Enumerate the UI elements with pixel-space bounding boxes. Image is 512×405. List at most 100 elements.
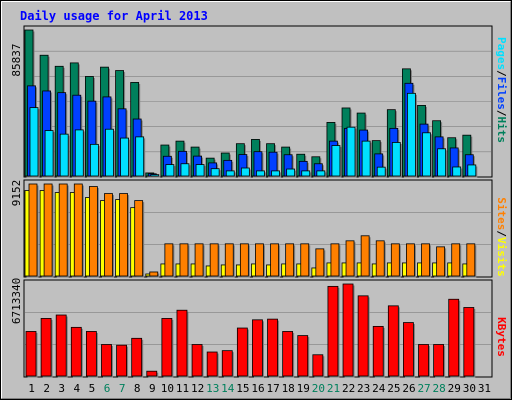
bottom-panel-max-label: 6713340 bbox=[10, 278, 23, 324]
sites-bar bbox=[119, 193, 128, 277]
pages-bar bbox=[331, 145, 341, 177]
kbytes-bar bbox=[312, 354, 324, 377]
sites-bar bbox=[88, 186, 98, 277]
legend-part: / bbox=[495, 230, 508, 237]
top-panel-max-label: 85837 bbox=[10, 43, 23, 76]
kbytes-bar bbox=[116, 344, 127, 377]
sites-bar bbox=[104, 193, 113, 277]
pages-bar bbox=[467, 164, 477, 177]
kbytes-bar bbox=[372, 325, 384, 377]
pages-bar bbox=[240, 167, 250, 177]
pages-bar bbox=[361, 140, 371, 177]
kbytes-bar bbox=[236, 327, 248, 377]
top-panel-legend: Pages/Files/Hits bbox=[495, 37, 508, 143]
day-label: 13 bbox=[206, 382, 219, 395]
day-label: 25 bbox=[387, 382, 400, 395]
pages-bar bbox=[271, 170, 280, 177]
sites-bar bbox=[179, 243, 189, 277]
kbytes-bar bbox=[448, 298, 460, 377]
kbytes-bar bbox=[191, 344, 203, 377]
legend-part: Sites bbox=[495, 197, 508, 230]
day-label: 19 bbox=[297, 382, 310, 395]
sites-bar bbox=[345, 240, 355, 277]
pages-bar bbox=[135, 136, 145, 177]
kbytes-bar bbox=[463, 307, 475, 377]
day-label: 26 bbox=[402, 382, 415, 395]
kbytes-bar bbox=[70, 326, 82, 377]
day-label: 11 bbox=[176, 382, 189, 395]
hits-files-pages-panel bbox=[23, 25, 493, 178]
pages-bar bbox=[301, 170, 311, 177]
day-label: 18 bbox=[282, 382, 295, 395]
pages-bar bbox=[29, 107, 39, 177]
legend-text: KBytes bbox=[495, 317, 508, 357]
sites-bar bbox=[375, 240, 385, 277]
pages-bar bbox=[422, 132, 431, 177]
kbytes-bar bbox=[40, 318, 52, 377]
sites-bar bbox=[315, 248, 325, 277]
pages-bar bbox=[286, 168, 296, 177]
sites-bar bbox=[300, 243, 310, 277]
pages-bar bbox=[452, 166, 462, 177]
kbytes-bar bbox=[55, 314, 67, 377]
kbytes-bar bbox=[85, 331, 97, 377]
kbytes-bar bbox=[418, 344, 429, 377]
day-label: 24 bbox=[372, 382, 386, 395]
kbytes-bar bbox=[387, 305, 399, 377]
kbytes-bar bbox=[131, 337, 143, 377]
day-label: 8 bbox=[134, 382, 141, 395]
day-label: 23 bbox=[357, 382, 370, 395]
sites-bar bbox=[149, 271, 159, 277]
kbytes-bar bbox=[357, 295, 369, 377]
pages-bar bbox=[225, 170, 235, 177]
day-label: 15 bbox=[236, 382, 249, 395]
day-label: 7 bbox=[119, 382, 126, 395]
kbytes-bar bbox=[403, 322, 414, 377]
pages-bar bbox=[256, 170, 265, 177]
kbytes-bar bbox=[221, 350, 233, 377]
pages-bar bbox=[316, 170, 326, 177]
sites-bar bbox=[224, 243, 234, 277]
day-label: 4 bbox=[74, 382, 81, 395]
pages-bar bbox=[44, 130, 54, 177]
sites-bar bbox=[194, 243, 204, 277]
day-axis-labels: 1 2 3 4 5 6 7 8 9 10 11 12 13 14 15 16 17 18 19 20 21 22 23 24 2… bbox=[28, 382, 491, 395]
pages-bar bbox=[120, 137, 129, 177]
day-label: 22 bbox=[342, 382, 355, 395]
legend-part: Hits bbox=[495, 117, 508, 144]
sites-bar bbox=[134, 200, 144, 277]
sites-bar bbox=[255, 243, 264, 277]
legend-part: Visits bbox=[495, 237, 508, 277]
day-label: 5 bbox=[89, 382, 96, 395]
kbytes-panel bbox=[23, 279, 493, 378]
day-label: 2 bbox=[43, 382, 50, 395]
kbytes-bar bbox=[267, 318, 278, 377]
day-label: 21 bbox=[327, 382, 340, 395]
pages-bar bbox=[150, 174, 160, 177]
pages-bar bbox=[391, 142, 401, 177]
kbytes-bar bbox=[146, 370, 158, 377]
sites-bar bbox=[421, 243, 430, 277]
pages-bar bbox=[210, 168, 220, 177]
pages-bar bbox=[74, 129, 84, 177]
pages-bar bbox=[165, 164, 175, 177]
sites-bar bbox=[58, 183, 68, 277]
legend-text: Pages/Files/Hits bbox=[495, 37, 508, 143]
sites-bar bbox=[209, 243, 219, 277]
sites-bar bbox=[28, 183, 38, 277]
day-label: 27 bbox=[417, 382, 430, 395]
kbytes-bar bbox=[327, 285, 339, 377]
middle-panel-max-label: 9152 bbox=[10, 180, 23, 207]
day-label: 20 bbox=[312, 382, 325, 395]
pages-bar bbox=[376, 166, 386, 177]
sites-bar bbox=[406, 243, 415, 277]
sites-bar bbox=[270, 243, 279, 277]
day-label: 30 bbox=[463, 382, 476, 395]
day-label: 3 bbox=[58, 382, 65, 395]
sites-bar bbox=[239, 243, 249, 277]
kbytes-bar bbox=[342, 283, 354, 377]
pages-bar-shadow bbox=[152, 176, 161, 178]
day-label: 9 bbox=[149, 382, 156, 395]
